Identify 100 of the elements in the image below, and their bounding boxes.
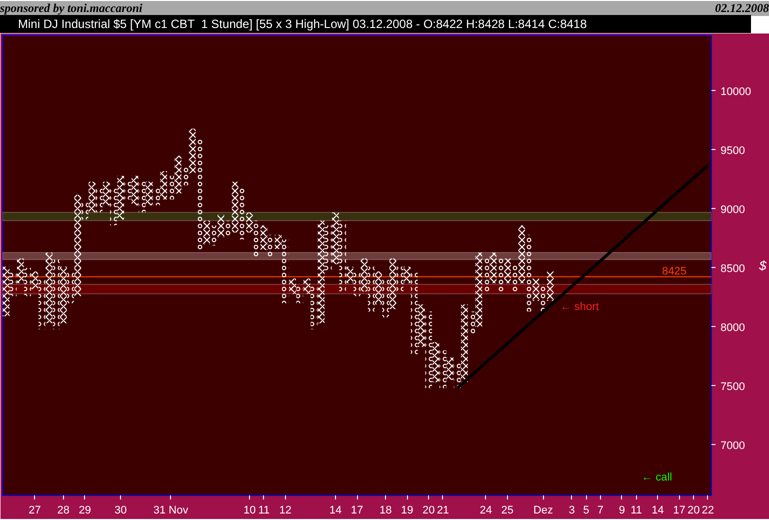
y-tick-label: 7500: [720, 380, 745, 393]
bar: [67, 272, 74, 304]
bar: [17, 258, 24, 284]
bar: [196, 138, 203, 250]
bar: [354, 271, 360, 296]
bar: [389, 258, 396, 310]
x-tick-label: 14: [652, 504, 664, 516]
bar: [110, 188, 117, 226]
bar: [382, 278, 390, 318]
x-tick-label: 22: [702, 504, 714, 516]
bar: [468, 312, 475, 336]
bar: [274, 234, 282, 249]
bar: [368, 266, 375, 312]
x-tick-label: 7: [597, 504, 604, 516]
x-tick-label: 10: [243, 504, 256, 516]
x-tick-label: 27: [28, 504, 41, 516]
bar: [2, 266, 10, 316]
bar: [346, 266, 354, 284]
bar: [102, 182, 110, 206]
bar: [203, 220, 210, 244]
x-tick-label: 5: [583, 504, 590, 516]
bar: [24, 268, 31, 296]
bar: [546, 271, 554, 301]
bar: [160, 171, 168, 200]
bar: [146, 182, 153, 206]
bar: [74, 194, 82, 296]
bar: [475, 252, 482, 327]
bar: [88, 182, 96, 212]
bar: [124, 182, 132, 200]
x-tick-label: 20: [422, 504, 435, 516]
bar: [310, 284, 318, 330]
text: 02.12.2008: [715, 1, 769, 16]
bar: [239, 188, 246, 240]
bar: [10, 271, 17, 296]
y-tick-label: 8500: [720, 262, 745, 275]
x-tick-label: 25: [501, 504, 514, 516]
bar: [525, 234, 532, 312]
bar: [153, 188, 160, 206]
bar: [446, 358, 454, 380]
bar: [496, 258, 504, 292]
bar: [490, 252, 496, 284]
bar: [132, 176, 138, 206]
bar: [117, 176, 124, 220]
bar: [138, 182, 146, 212]
bar: [418, 304, 425, 347]
bar: [182, 168, 189, 186]
bar: [518, 225, 526, 284]
x-tick-label: 17: [350, 504, 364, 516]
x-tick-label: 19: [401, 504, 414, 516]
annotation: ← short: [560, 300, 599, 313]
bar: [511, 264, 518, 292]
bar: [282, 240, 289, 304]
x-tick-label: 24: [480, 504, 492, 516]
bar: [289, 278, 296, 294]
y-tick-label: 8000: [720, 322, 745, 334]
x-tick-label: 17: [673, 504, 686, 516]
bar: [332, 212, 339, 264]
bar: [375, 271, 382, 304]
bar: [218, 214, 224, 238]
x-tick-label: 11: [630, 504, 642, 516]
chart-title: Mini DJ Industrial $5 [YM c1 CBT 1 Stunde] [55 x 3 High-Low] 03.12.2008 - O:8422 H:8428 L:8414 C:8418: [0, 15, 751, 33]
bar: [318, 220, 325, 324]
bar: [461, 304, 468, 382]
bar: [532, 278, 540, 301]
bar: [224, 220, 232, 238]
bar: [324, 225, 332, 272]
bar: [246, 212, 253, 232]
bar: [296, 284, 304, 304]
x-tick-label: 18: [380, 504, 392, 516]
x-tick-label: 14: [329, 504, 342, 516]
bar: [38, 280, 46, 330]
bar: [210, 225, 218, 246]
x-tick-label: 29: [78, 504, 91, 516]
bar: [174, 156, 182, 194]
x-tick-label: 9: [618, 504, 626, 516]
bar: [339, 220, 346, 292]
bar: [46, 252, 52, 324]
bar: [396, 266, 404, 292]
bar: [253, 220, 260, 258]
x-tick-label: 30: [114, 504, 127, 516]
y-tick-label: 7000: [720, 440, 745, 452]
x-tick-label: 11: [258, 504, 270, 516]
bar: [260, 225, 268, 250]
y-tick-label: 9500: [720, 144, 745, 157]
x-tick-label: 20: [687, 504, 700, 516]
bar: [404, 266, 411, 284]
bar: [52, 260, 60, 330]
bar: [31, 271, 38, 290]
bar: [432, 342, 440, 382]
bar: [504, 258, 511, 284]
bar: [81, 202, 88, 220]
bar: [188, 128, 196, 174]
bar: [482, 258, 490, 292]
text: sponsored by toni.maccaroni: [0, 1, 142, 16]
x-tick-label: 3: [568, 504, 575, 516]
x-tick-label: 28: [57, 504, 70, 516]
bar: [303, 278, 310, 294]
y-axis-title: $: [758, 258, 768, 273]
ref-line-label: 8425: [662, 266, 686, 278]
bar: [167, 176, 174, 200]
